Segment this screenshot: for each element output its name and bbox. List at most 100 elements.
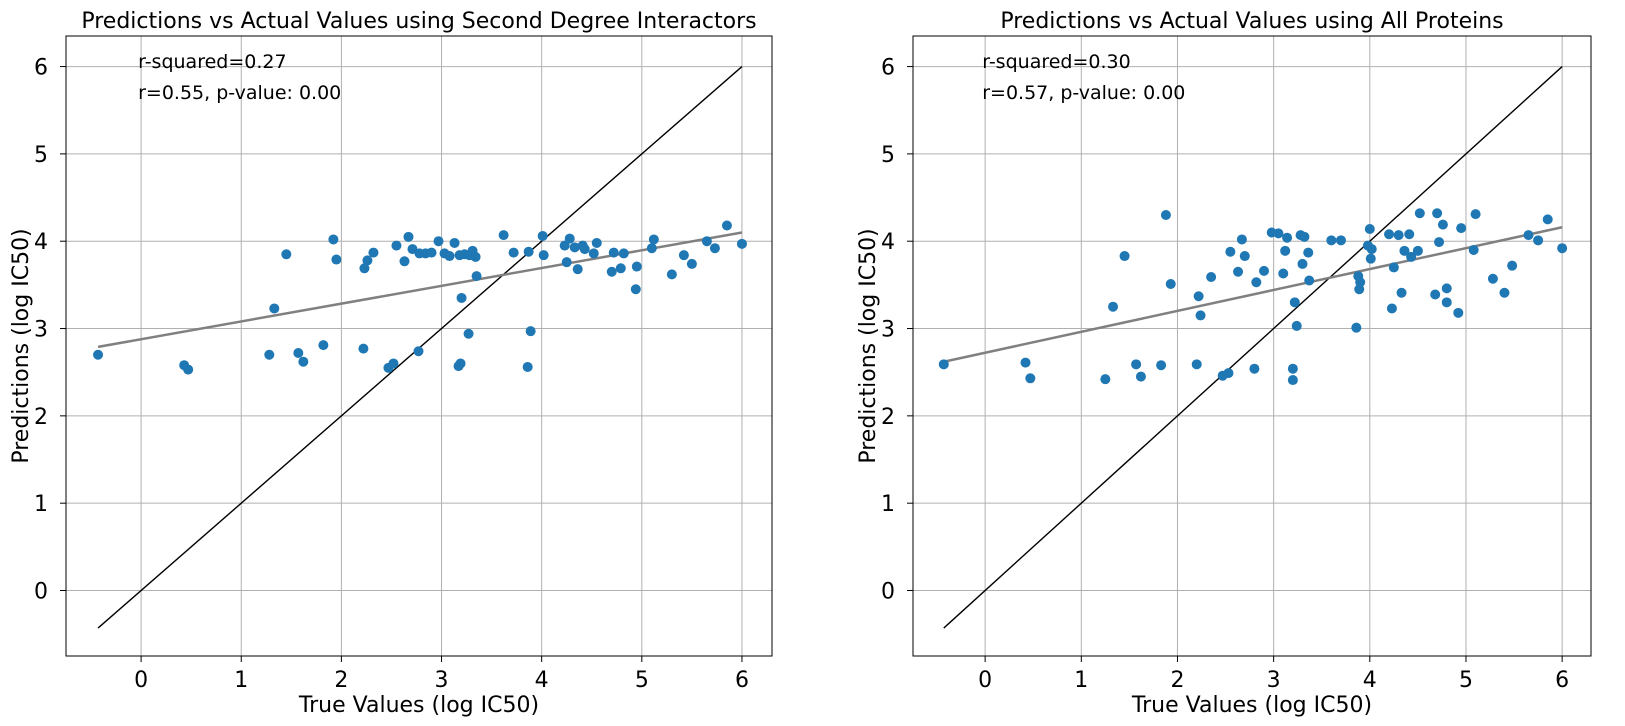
left-data-point [281,249,292,260]
right-data-point [1135,371,1146,382]
left-y-tick-label: 0 [34,580,48,605]
left-y-tick-label: 2 [34,405,48,430]
left-data-point [736,238,747,249]
right-data-point [1160,210,1171,221]
right-data-point [1399,245,1410,256]
right-data-point [1304,275,1315,286]
right-data-point [1542,214,1553,225]
right-data-point [1326,235,1337,246]
left-scatter-panel: Predictions vs Actual Values using Secon… [9,9,773,718]
right-data-point [1239,251,1250,262]
left-x-tick-label: 6 [735,668,749,693]
right-x-tick-label: 3 [1267,668,1281,693]
right-identity-line [943,66,1563,629]
left-chart-title: Predictions vs Actual Values using Secon… [81,9,756,34]
left-plot-frame [65,35,773,657]
left-y-tick-label: 5 [34,143,48,168]
left-data-point [391,240,402,251]
right-data-point [1430,289,1441,300]
left-data-point [608,247,619,258]
left-data-point [538,250,549,261]
left-data-point [403,231,414,242]
right-x-tick-label: 4 [1363,668,1377,693]
left-x-axis-label: True Values (log IC50) [298,693,539,718]
right-data-point [1020,357,1031,368]
left-data-point [264,349,275,360]
left-data-point [522,361,533,372]
left-data-point [523,246,534,257]
right-data-point [1456,223,1467,234]
left-data-point [564,233,575,244]
right-data-point [938,359,949,370]
left-y-tick-label: 4 [34,230,48,255]
left-x-tick-label: 3 [435,668,449,693]
left-data-point [388,358,399,369]
left-data-point [678,250,689,261]
right-data-point [1406,251,1417,262]
left-data-point [471,271,482,282]
left-data-point [399,256,410,267]
left-data-point [413,346,424,357]
right-data-point [1393,230,1404,241]
left-data-point [368,247,379,258]
right-data-point [1299,231,1310,242]
right-x-tick-label: 1 [1074,668,1088,693]
left-x-tick-label: 4 [535,668,549,693]
right-data-point [1289,297,1300,308]
right-data-point [1414,208,1425,219]
right-data-point [1131,359,1142,370]
right-data-point [1287,363,1298,374]
right-x-tick-label: 5 [1459,668,1473,693]
left-data-point [569,242,580,253]
left-data-point [591,237,602,248]
right-data-point [1557,243,1568,254]
right-data-point [1100,374,1111,385]
left-data-point [631,261,642,272]
right-data-point [1468,244,1479,255]
right-data-point [1441,297,1452,308]
left-regression-line [97,231,743,349]
right-data-point [1233,266,1244,277]
right-data-point [1206,272,1217,283]
left-data-point [646,243,657,254]
left-data-point [615,263,626,274]
left-x-tick-label: 0 [134,668,148,693]
left-data-point [444,251,455,262]
right-data-point [1236,234,1247,245]
right-data-point [1437,219,1448,230]
left-data-point [362,255,373,266]
left-data-point [721,220,732,231]
right-y-tick-label: 0 [881,580,895,605]
right-data-point [1303,247,1314,258]
right-scatter-panel: Predictions vs Actual Values using All P… [856,9,1592,718]
right-x-tick-label: 2 [1170,668,1184,693]
left-r-squared-annotation: r-squared=0.27 [138,51,286,73]
right-data-point [1384,229,1395,240]
left-y-tick-label: 1 [34,492,48,517]
left-data-point [709,243,720,254]
right-data-point [1287,375,1298,386]
right-data-point [1351,322,1362,333]
right-data-point [1278,268,1289,279]
right-data-point [1225,246,1236,257]
right-chart-title: Predictions vs Actual Values using All P… [1000,9,1503,34]
right-data-point [1191,359,1202,370]
left-data-point [537,230,548,241]
left-data-point [666,269,677,280]
right-data-point [1335,235,1346,246]
left-data-point [498,230,509,241]
right-r-pvalue-annotation: r=0.57, p-value: 0.00 [982,82,1185,104]
left-data-point [648,234,659,245]
left-y-axis-label: Predictions (log IC50) [9,228,34,463]
left-data-point [453,361,464,372]
right-data-point [1404,229,1415,240]
right-regression-line [943,226,1563,363]
right-data-point [1412,245,1423,256]
right-data-point [1355,277,1366,288]
right-data-point [1156,360,1167,371]
left-data-point [269,303,280,314]
right-x-axis-label: True Values (log IC50) [1131,693,1372,718]
right-data-point [1273,228,1284,239]
left-data-point [470,251,481,262]
right-data-point [1223,368,1234,379]
